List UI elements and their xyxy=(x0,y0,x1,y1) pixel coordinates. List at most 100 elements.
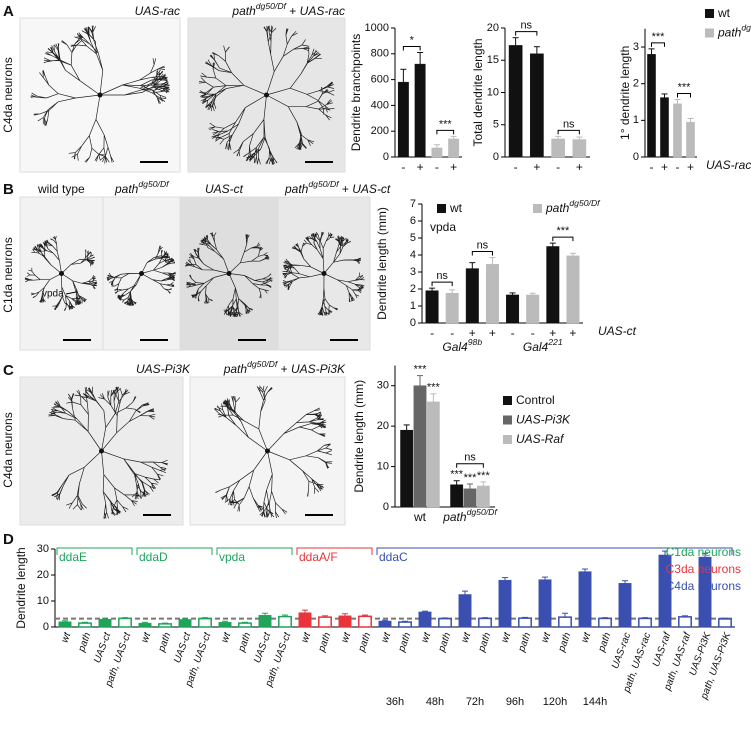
group-label: ddaA/F xyxy=(299,550,338,564)
bar xyxy=(598,617,612,628)
legend-label-part: dg50/Df xyxy=(741,23,751,33)
bar xyxy=(508,45,523,158)
neuron-trace xyxy=(24,235,98,311)
error-bar xyxy=(429,287,436,291)
x-tick-label: path xyxy=(596,631,613,654)
error-bar xyxy=(122,617,128,619)
x-tick-label: - xyxy=(531,326,535,340)
y-tick-label: 0 xyxy=(493,151,499,163)
bar xyxy=(558,616,572,628)
time-label: 48h xyxy=(426,696,444,708)
group-label: Gal498b xyxy=(442,337,482,354)
legend-swatch xyxy=(503,396,512,405)
significance-label: *** xyxy=(556,225,570,237)
significance-bracket xyxy=(436,129,455,135)
error-bar xyxy=(162,622,168,624)
y-tick-label: 30 xyxy=(37,543,49,555)
y-tick-label: 20 xyxy=(377,420,389,432)
panel-label: C xyxy=(3,362,14,379)
chart-subtitle: vpda xyxy=(430,220,456,234)
significance-bracket xyxy=(515,31,538,36)
bar xyxy=(318,616,332,628)
image-title-part: dg50/Df xyxy=(256,1,288,11)
image-title-part: path xyxy=(223,362,248,376)
x-tick-label: + xyxy=(576,160,583,174)
error-bar xyxy=(482,617,488,619)
bar xyxy=(338,615,352,628)
image-title-part: dg50/Df xyxy=(308,179,340,189)
neuron-trace xyxy=(282,231,365,316)
neuron-trace xyxy=(48,386,168,519)
bar xyxy=(298,612,312,628)
legend-swatch xyxy=(705,28,714,38)
legend-label: Control xyxy=(516,393,555,407)
group-label: vpda xyxy=(219,550,245,564)
soma xyxy=(265,448,270,454)
y-axis-label: Dendrite length xyxy=(14,547,28,628)
time-label: 144h xyxy=(583,696,607,708)
significance-label: ns xyxy=(520,20,532,32)
bar xyxy=(458,594,472,628)
group-label-part: Gal4 xyxy=(442,340,468,354)
x-tick-label: + xyxy=(450,160,457,174)
legend-swatch xyxy=(503,435,512,444)
y-axis-label: Total dendrite length xyxy=(471,38,485,146)
bar xyxy=(498,579,512,628)
error-bar xyxy=(362,614,368,617)
image-title: UAS-rac xyxy=(135,4,180,18)
image-title-part: UAS-ct xyxy=(205,182,244,196)
group-label-part: Gal4 xyxy=(523,340,549,354)
bar xyxy=(397,81,409,158)
y-tick-label: 3 xyxy=(633,41,639,53)
x-tick-label: path xyxy=(76,631,93,654)
error-bar xyxy=(702,552,708,558)
bar xyxy=(518,617,532,628)
legend-label: C4da neurons xyxy=(666,579,741,593)
significance-label: *** xyxy=(414,364,428,376)
x-tick-label: wt xyxy=(220,630,234,644)
x-tick-label: wt xyxy=(420,630,434,644)
legend-label: C1da neurons xyxy=(666,545,741,559)
y-tick-label: 30 xyxy=(377,380,389,392)
error-bar xyxy=(648,48,655,55)
bar xyxy=(425,290,439,324)
x-tick-label: path xyxy=(236,631,253,654)
error-bar xyxy=(674,98,681,104)
panel-label: D xyxy=(3,531,14,548)
bar xyxy=(506,294,520,324)
bar xyxy=(178,619,192,628)
bar xyxy=(485,264,499,324)
x-tick-label: UAS-ct xyxy=(92,630,114,665)
x-tick-label: path xyxy=(156,631,173,654)
bar xyxy=(566,255,580,324)
bar xyxy=(445,293,459,324)
significance-bracket xyxy=(651,42,665,47)
bar xyxy=(448,138,460,158)
bar xyxy=(198,617,212,628)
group-label-part: 221 xyxy=(547,337,563,347)
time-label: 96h xyxy=(506,696,524,708)
image-title-part: path xyxy=(231,4,256,18)
y-tick-label: 200 xyxy=(371,125,389,137)
x-axis-label-part: UAS-ct xyxy=(598,324,637,338)
x-tick-label: path xyxy=(516,631,533,654)
y-tick-label: 1000 xyxy=(365,22,389,34)
row-label: C4da neurons xyxy=(1,412,15,487)
significance-bracket xyxy=(456,463,484,468)
soma xyxy=(97,92,103,98)
legend-label: wt xyxy=(717,6,731,20)
x-tick-label: path xyxy=(396,631,413,654)
x-tick-label: wt xyxy=(413,510,427,524)
error-bar xyxy=(142,621,148,624)
bar xyxy=(58,621,72,628)
legend-label: C3da neurons xyxy=(666,562,741,576)
error-bar xyxy=(576,136,583,140)
image-title-part: UAS-Pi3K xyxy=(291,362,346,376)
x-tick-label: wt xyxy=(300,630,314,644)
significance-label: * xyxy=(410,34,415,46)
error-bar xyxy=(442,617,448,619)
y-tick-label: 15 xyxy=(487,54,499,66)
y-tick-label: 5 xyxy=(410,232,416,244)
x-tick-label: + xyxy=(533,160,540,174)
image-title: pathdg50/Df + UAS-ct xyxy=(284,179,391,196)
